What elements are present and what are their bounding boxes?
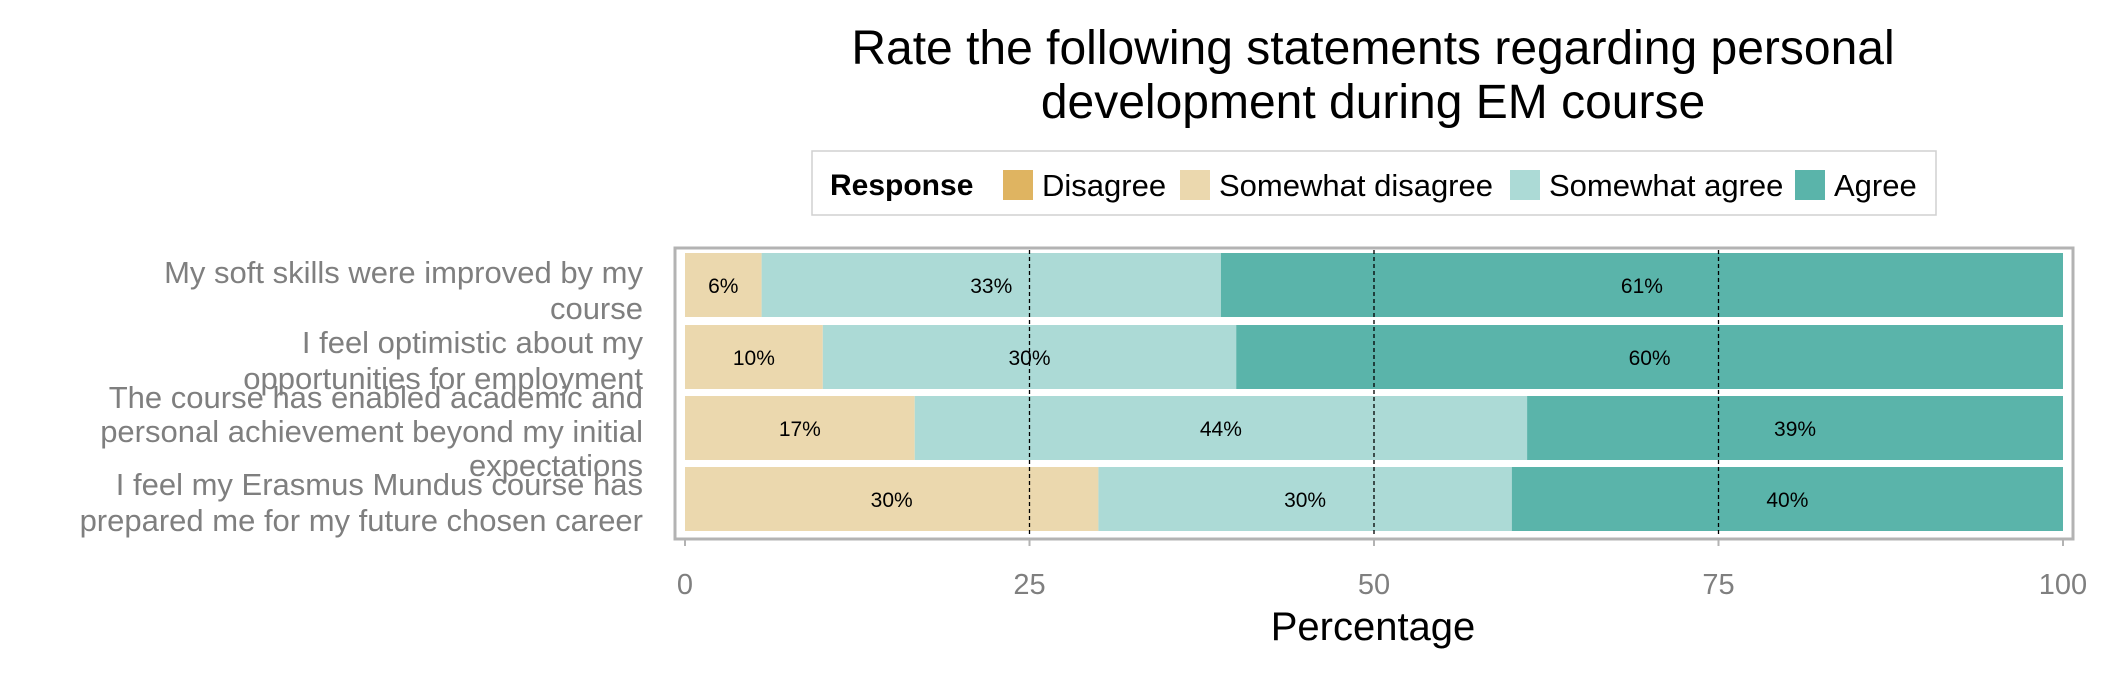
- category-label: course: [550, 291, 643, 326]
- legend-key-disagree: [1003, 170, 1033, 200]
- x-tick-label: 75: [1702, 569, 1734, 601]
- bar-segment-somewhat-disagree: [685, 396, 915, 460]
- category-label: I feel my Erasmus Mundus course has: [116, 467, 643, 502]
- chart-title: Rate the following statements regarding …: [851, 22, 1894, 129]
- category-label: I feel optimistic about my: [302, 325, 644, 360]
- data-label: 17%: [779, 418, 821, 441]
- bar-segment-agree: [1511, 467, 2063, 531]
- reference-lines: [1028, 250, 1720, 537]
- data-label: 61%: [1621, 275, 1663, 298]
- data-label: 30%: [1008, 347, 1050, 370]
- legend-key-somewhat-disagree: [1180, 170, 1210, 200]
- data-label: 40%: [1766, 489, 1808, 512]
- data-label: 33%: [970, 275, 1012, 298]
- legend-label: Agree: [1834, 168, 1917, 203]
- chart-title-line: development during EM course: [1041, 76, 1705, 129]
- bar-segment-agree: [1220, 253, 2063, 317]
- bar-segment-somewhat-agree: [1098, 467, 1512, 531]
- legend: Response Disagree Somewhat disagree Somewha…: [811, 150, 1937, 216]
- data-label: 60%: [1629, 347, 1671, 370]
- x-axis: 0 25 50 75 100 Percentage: [677, 539, 2087, 649]
- x-tick-label: 25: [1013, 569, 1045, 601]
- category-labels: My soft skills were improved by mycourse…: [80, 255, 644, 538]
- legend-box: [811, 150, 1937, 216]
- data-label: 30%: [871, 489, 913, 512]
- chart-title-line: Rate the following statements regarding …: [851, 22, 1894, 75]
- legend-key-agree: [1795, 170, 1825, 200]
- legend-key-somewhat-agree: [1510, 170, 1540, 200]
- bar-segment-agree: [1527, 396, 2063, 460]
- legend-label: Disagree: [1042, 168, 1166, 203]
- data-labels: 6% 33% 61% 10% 30% 60% 17% 44% 39% 30% 30% 40%: [708, 275, 1816, 512]
- data-label: 44%: [1200, 418, 1242, 441]
- bar-segment-somewhat-disagree: [685, 325, 823, 389]
- data-label: 6%: [708, 275, 738, 298]
- x-tick-label: 0: [677, 569, 693, 601]
- category-label: opportunities for employment: [243, 361, 643, 396]
- category-label: My soft skills were improved by my: [164, 255, 643, 290]
- bars: [673, 246, 2075, 541]
- data-label: 39%: [1774, 418, 1816, 441]
- category-label: The course has enabled academic and: [109, 380, 643, 415]
- bar-segment-somewhat-agree: [914, 396, 1528, 460]
- x-tick-label: 50: [1358, 569, 1390, 601]
- data-label: 10%: [733, 347, 775, 370]
- x-axis-label: Percentage: [1271, 605, 1476, 649]
- category-label: prepared me for my future chosen career: [80, 503, 643, 538]
- data-label: 30%: [1284, 489, 1326, 512]
- legend-title: Response: [830, 169, 973, 202]
- bar-segment-somewhat-disagree: [685, 253, 762, 317]
- category-label: expectations: [469, 448, 643, 483]
- bar-segment-somewhat-agree: [761, 253, 1221, 317]
- legend-label: Somewhat disagree: [1219, 168, 1493, 203]
- legend-label: Somewhat agree: [1549, 168, 1783, 203]
- x-tick-label: 100: [2039, 569, 2087, 601]
- category-label: personal achievement beyond my initial: [100, 414, 643, 449]
